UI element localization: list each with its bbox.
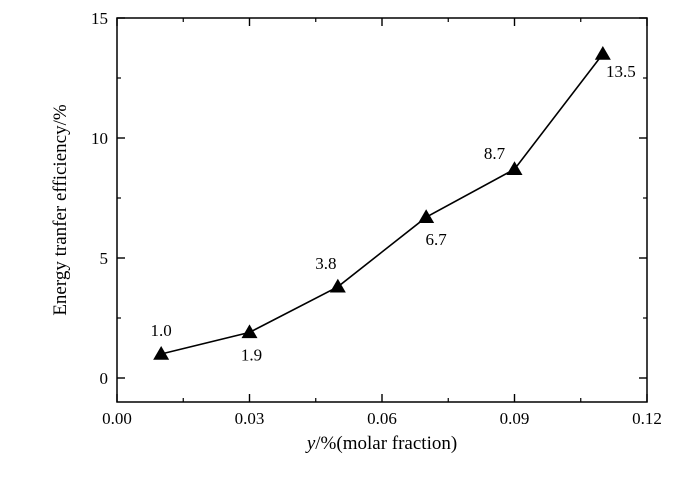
x-tick-label: 0.06 xyxy=(367,409,397,428)
axis-ticks xyxy=(116,17,648,402)
y-tick-label: 15 xyxy=(91,9,108,28)
x-tick-label: 0.12 xyxy=(632,409,662,428)
tick-labels: 0.00 0.03 0.06 0.09 0.12 0 5 10 15 xyxy=(91,9,662,428)
x-axis-label-variable: y xyxy=(305,433,316,454)
data-point xyxy=(153,346,170,360)
data-label: 6.7 xyxy=(426,230,448,249)
y-tick-label: 10 xyxy=(91,129,108,148)
x-tick-label: 0.03 xyxy=(235,409,265,428)
x-axis-label: y/%(molar fraction) xyxy=(305,433,457,454)
y-tick-label: 0 xyxy=(100,369,109,388)
y-tick-label: 5 xyxy=(100,249,109,268)
data-point xyxy=(418,209,435,223)
data-label: 1.0 xyxy=(151,321,172,340)
data-point xyxy=(329,278,346,293)
data-point xyxy=(506,161,523,175)
data-point xyxy=(594,46,611,60)
y-axis-label: Energy tranfer efficiency/% xyxy=(50,104,71,316)
data-label: 13.5 xyxy=(606,62,636,81)
data-markers xyxy=(153,46,611,360)
x-tick-label: 0.09 xyxy=(500,409,530,428)
plot-frame xyxy=(116,17,648,403)
data-point xyxy=(241,324,258,339)
data-label: 3.8 xyxy=(315,254,336,273)
x-tick-label: 0.00 xyxy=(102,409,132,428)
series-line xyxy=(160,53,604,355)
x-axis-label-text: /%(molar fraction) xyxy=(315,433,457,454)
data-label: 8.7 xyxy=(484,144,506,163)
data-label: 1.9 xyxy=(241,345,262,364)
data-labels: 1.0 1.9 3.8 6.7 8.7 13.5 xyxy=(151,62,636,364)
